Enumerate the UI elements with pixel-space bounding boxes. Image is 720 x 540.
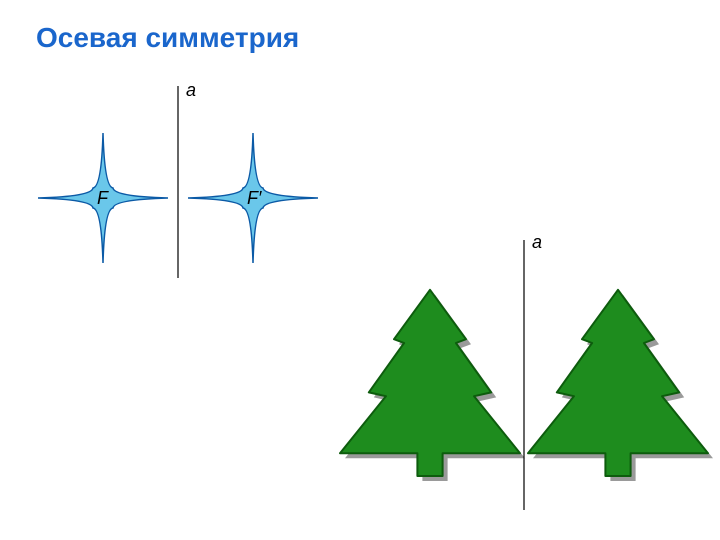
tree-left (340, 290, 520, 476)
trees-diagram (320, 220, 720, 530)
star-left-label: F (97, 188, 109, 208)
page-title: Осевая симметрия (36, 22, 299, 54)
star-right-label: F′ (247, 188, 262, 208)
stars-diagram: F F′ (28, 76, 328, 288)
tree-right (528, 290, 708, 476)
